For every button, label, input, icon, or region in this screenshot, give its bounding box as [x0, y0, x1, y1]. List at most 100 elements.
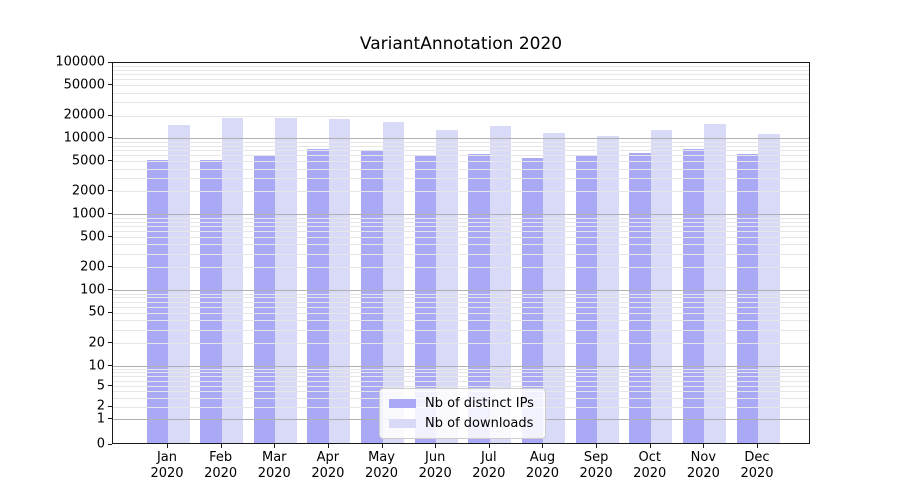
y-tick-label: 1 [96, 411, 105, 426]
y-tick-mark [108, 443, 112, 445]
y-tick-mark [108, 190, 112, 192]
y-tick-mark [108, 84, 112, 86]
y-tick-mark [108, 311, 112, 313]
bar-downloads [489, 125, 512, 443]
x-tick-month: Jun [425, 450, 446, 465]
y-tick-mark [108, 236, 112, 238]
bar-distinct-ips [253, 155, 276, 443]
x-tick-mark [596, 444, 598, 448]
bar-downloads [382, 121, 405, 443]
bar-downloads [221, 118, 244, 443]
chart-title: VariantAnnotation 2020 [359, 34, 563, 54]
x-tick-year: 2020 [364, 466, 399, 481]
x-tick-label-oct: Oct 2020 [618, 450, 682, 482]
x-tick-month: Aug [529, 450, 556, 465]
y-tick-label: 50 [88, 304, 105, 320]
bar-distinct-ips [682, 149, 705, 443]
legend-label-distinct-ips: Nb of distinct IPs [425, 396, 534, 411]
bar-distinct-ips [200, 160, 222, 443]
x-tick-mark [327, 444, 329, 448]
x-tick-month: Oct [638, 450, 661, 465]
bar-distinct-ips [146, 160, 168, 443]
bar-downloads [543, 132, 565, 443]
y-tick-mark [108, 289, 112, 291]
x-tick-month: Nov [690, 450, 717, 465]
y-tick-label: 50000 [63, 77, 105, 93]
bar-distinct-ips [736, 154, 758, 443]
x-tick-label-jun: Jun 2020 [403, 450, 467, 482]
x-tick-label-jan: Jan 2020 [135, 450, 199, 482]
legend-label-downloads: Nb of downloads [425, 416, 534, 431]
bar-downloads [704, 124, 726, 443]
gridline [113, 85, 809, 87]
y-tick-label: 5000 [71, 153, 105, 169]
y-tick-label: 10000 [63, 130, 105, 146]
plot-area [112, 62, 810, 444]
legend-swatch-distinct-ips [389, 399, 416, 408]
gridline [113, 65, 809, 67]
x-tick-label-apr: Apr 2020 [296, 450, 360, 482]
bar-downloads [328, 119, 351, 443]
x-tick-month: Jul [480, 450, 497, 465]
x-tick-year: 2020 [472, 466, 506, 481]
y-tick-label: 2 [96, 398, 105, 414]
gridline [113, 79, 809, 81]
gridline [113, 102, 809, 104]
y-tick-mark [108, 342, 112, 344]
bar-downloads [650, 129, 673, 443]
bar-distinct-ips [629, 152, 651, 443]
bar-downloads [275, 117, 297, 443]
gridline [113, 92, 809, 94]
y-tick-mark [108, 213, 112, 215]
x-tick-month: May [368, 450, 395, 465]
x-tick-label-mar: Mar 2020 [242, 450, 306, 482]
x-tick-year: 2020 [579, 466, 613, 481]
x-tick-year: 2020 [740, 466, 774, 481]
x-tick-mark [703, 444, 705, 448]
x-tick-label-feb: Feb 2020 [189, 450, 253, 482]
y-tick-label: 20 [88, 335, 105, 351]
x-tick-year: 2020 [686, 466, 720, 481]
x-tick-mark [381, 444, 383, 448]
x-tick-mark [435, 444, 437, 448]
y-tick-mark [108, 266, 112, 268]
bar-distinct-ips [307, 149, 329, 443]
bar-downloads [168, 124, 190, 443]
x-tick-mark [649, 444, 651, 448]
y-tick-mark [108, 137, 112, 139]
bar-downloads [758, 134, 780, 443]
x-tick-year: 2020 [633, 466, 667, 481]
y-tick-label: 100 [80, 282, 105, 298]
x-tick-label-sep: Sep 2020 [564, 450, 628, 482]
y-tick-label: 100000 [55, 54, 105, 70]
x-tick-mark [167, 444, 168, 448]
y-tick-mark [108, 61, 112, 63]
y-tick-mark [108, 114, 112, 116]
x-tick-label-nov: Nov 2020 [671, 450, 735, 482]
x-tick-year: 2020 [311, 466, 345, 481]
x-tick-mark [220, 444, 222, 448]
x-tick-mark [488, 444, 490, 448]
y-tick-mark [108, 365, 112, 366]
x-tick-label-aug: Aug 2020 [510, 450, 574, 482]
x-tick-month: Apr [316, 450, 340, 465]
x-tick-label-may: May 2020 [350, 450, 414, 482]
bar-downloads [597, 135, 619, 443]
gridline [113, 74, 809, 76]
x-tick-year: 2020 [525, 466, 559, 481]
bar-downloads [436, 129, 458, 443]
x-tick-month: Sep [583, 450, 609, 465]
x-tick-year: 2020 [204, 466, 238, 481]
y-tick-label: 5 [96, 378, 105, 393]
x-tick-month: Jan [156, 450, 178, 465]
x-tick-mark [542, 444, 544, 448]
legend-item-distinct-ips: Nb of distinct IPs [389, 396, 534, 411]
x-tick-month: Feb [209, 450, 233, 465]
y-tick-label: 1000 [71, 206, 105, 222]
x-tick-year: 2020 [418, 466, 452, 481]
x-tick-mark [757, 444, 758, 448]
bar-distinct-ips [575, 155, 598, 443]
legend: Nb of distinct IPs Nb of downloads [379, 388, 546, 439]
legend-swatch-downloads [389, 419, 416, 428]
